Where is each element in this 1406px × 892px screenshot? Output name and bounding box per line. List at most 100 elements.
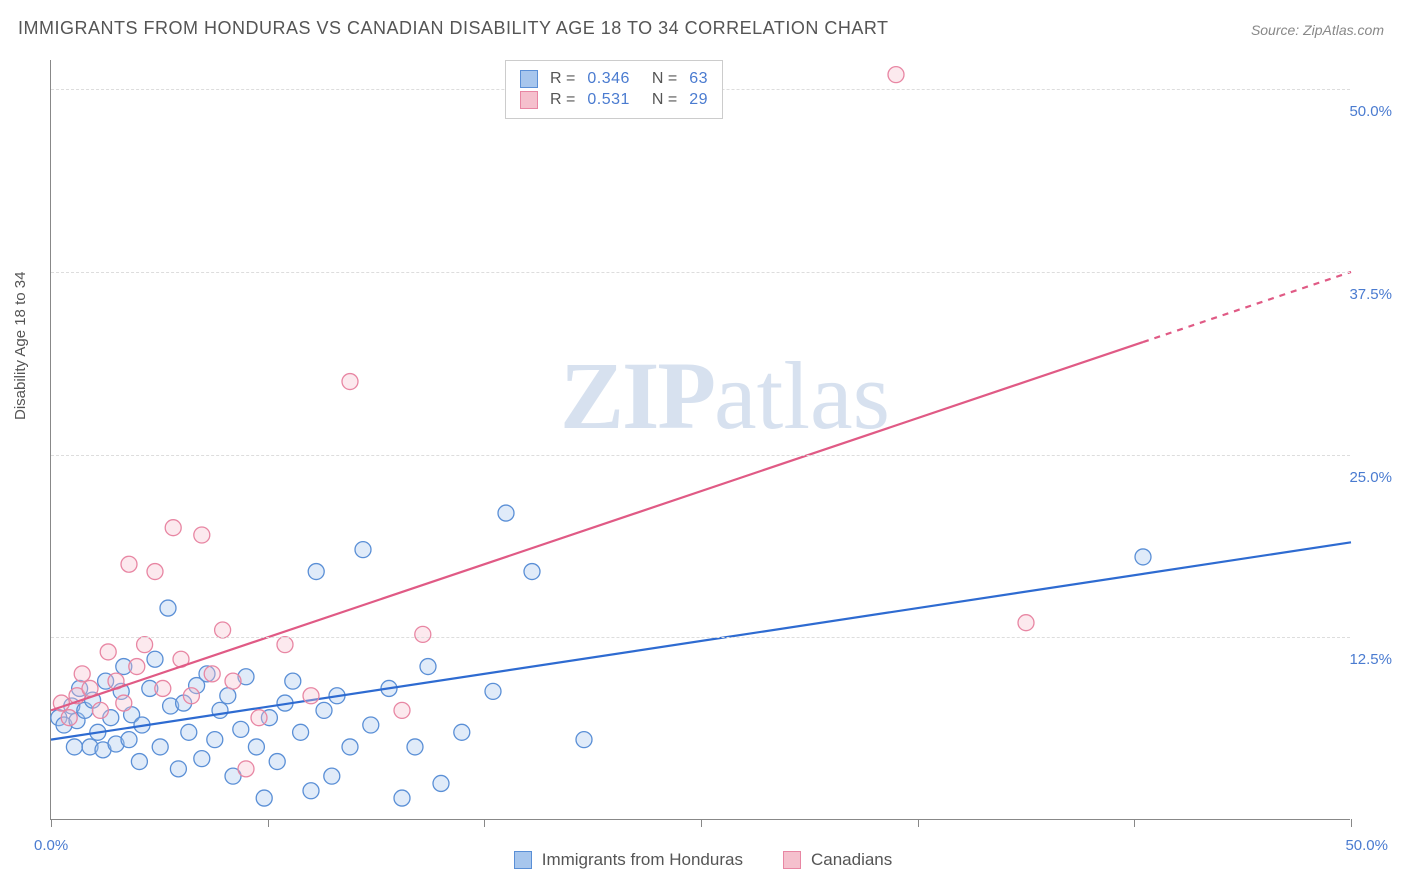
correlation-legend: R =0.346N =63R =0.531N =29	[505, 60, 723, 119]
legend-swatch	[783, 851, 801, 869]
x-tick	[1351, 819, 1352, 827]
scatter-point	[303, 688, 319, 704]
scatter-point	[251, 710, 267, 726]
scatter-point	[324, 768, 340, 784]
n-label: N =	[652, 70, 677, 88]
regression-line-dashed	[1143, 272, 1351, 342]
y-tick-label: 50.0%	[1349, 103, 1392, 120]
corr-legend-row: R =0.531N =29	[520, 91, 708, 109]
scatter-point	[181, 724, 197, 740]
regression-line	[51, 542, 1351, 739]
y-tick-label: 25.0%	[1349, 469, 1392, 486]
scatter-point	[394, 702, 410, 718]
legend-item: Canadians	[783, 850, 892, 870]
chart-svg	[51, 60, 1350, 819]
scatter-point	[454, 724, 470, 740]
scatter-point	[342, 739, 358, 755]
legend-swatch	[514, 851, 532, 869]
scatter-point	[131, 754, 147, 770]
n-label: N =	[652, 91, 677, 109]
x-tick	[51, 819, 52, 827]
source-label: Source:	[1251, 22, 1303, 38]
scatter-point	[576, 732, 592, 748]
scatter-point	[355, 542, 371, 558]
scatter-point	[170, 761, 186, 777]
scatter-point	[498, 505, 514, 521]
scatter-point	[152, 739, 168, 755]
scatter-point	[147, 651, 163, 667]
scatter-point	[215, 622, 231, 638]
scatter-point	[204, 666, 220, 682]
scatter-point	[212, 702, 228, 718]
source-attribution: Source: ZipAtlas.com	[1251, 22, 1384, 38]
r-value: 0.346	[587, 70, 630, 88]
scatter-point	[147, 564, 163, 580]
scatter-point	[415, 626, 431, 642]
y-axis-label: Disability Age 18 to 34	[12, 272, 29, 420]
scatter-point	[92, 702, 108, 718]
scatter-point	[233, 721, 249, 737]
scatter-point	[256, 790, 272, 806]
scatter-point	[485, 683, 501, 699]
gridline	[51, 637, 1350, 638]
scatter-point	[1135, 549, 1151, 565]
scatter-point	[82, 680, 98, 696]
scatter-point	[137, 637, 153, 653]
x-tick-min: 0.0%	[34, 837, 68, 854]
scatter-point	[277, 637, 293, 653]
x-tick	[918, 819, 919, 827]
scatter-point	[269, 754, 285, 770]
legend-label: Canadians	[811, 850, 892, 870]
x-tick	[1134, 819, 1135, 827]
source-name: ZipAtlas.com	[1303, 22, 1384, 38]
scatter-point	[303, 783, 319, 799]
scatter-point	[433, 775, 449, 791]
scatter-point	[420, 659, 436, 675]
scatter-point	[394, 790, 410, 806]
regression-line	[51, 342, 1143, 710]
scatter-point	[293, 724, 309, 740]
scatter-point	[100, 644, 116, 660]
x-tick	[484, 819, 485, 827]
scatter-point	[194, 527, 210, 543]
scatter-point	[238, 761, 254, 777]
scatter-point	[407, 739, 423, 755]
x-tick-max: 50.0%	[1345, 837, 1388, 854]
scatter-point	[165, 520, 181, 536]
scatter-point	[183, 688, 199, 704]
corr-legend-row: R =0.346N =63	[520, 70, 708, 88]
legend-label: Immigrants from Honduras	[542, 850, 743, 870]
scatter-point	[61, 710, 77, 726]
plot-area	[50, 60, 1350, 820]
scatter-point	[285, 673, 301, 689]
y-tick-label: 12.5%	[1349, 651, 1392, 668]
scatter-point	[207, 732, 223, 748]
scatter-point	[524, 564, 540, 580]
scatter-point	[1018, 615, 1034, 631]
scatter-point	[342, 374, 358, 390]
legend-item: Immigrants from Honduras	[514, 850, 743, 870]
n-value: 29	[689, 91, 708, 109]
scatter-point	[74, 666, 90, 682]
n-value: 63	[689, 70, 708, 88]
scatter-point	[220, 688, 236, 704]
legend-swatch	[520, 91, 538, 109]
scatter-point	[225, 673, 241, 689]
x-tick	[701, 819, 702, 827]
gridline	[51, 455, 1350, 456]
scatter-point	[308, 564, 324, 580]
scatter-point	[121, 732, 137, 748]
scatter-point	[316, 702, 332, 718]
scatter-point	[194, 751, 210, 767]
scatter-point	[116, 695, 132, 711]
scatter-point	[66, 739, 82, 755]
scatter-point	[888, 67, 904, 83]
scatter-point	[129, 659, 145, 675]
r-value: 0.531	[587, 91, 630, 109]
series-legend: Immigrants from Honduras Canadians	[0, 850, 1406, 870]
scatter-point	[363, 717, 379, 733]
x-tick	[268, 819, 269, 827]
y-tick-label: 37.5%	[1349, 286, 1392, 303]
scatter-point	[160, 600, 176, 616]
chart-title: IMMIGRANTS FROM HONDURAS VS CANADIAN DIS…	[18, 18, 889, 39]
